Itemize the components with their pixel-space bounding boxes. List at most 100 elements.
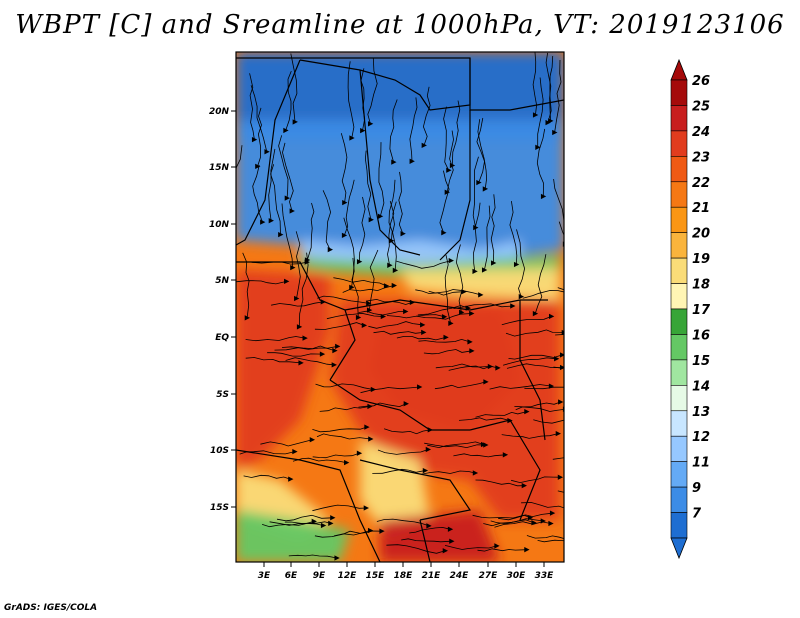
streamline-arrow	[377, 213, 384, 219]
border-line	[469, 58, 564, 111]
streamline	[284, 521, 331, 524]
streamline	[536, 128, 546, 197]
streamline-arrow	[387, 262, 393, 268]
border-line	[236, 59, 301, 246]
streamline-arrow	[442, 548, 449, 554]
lon-label: 6E	[285, 571, 298, 581]
streamline	[554, 59, 562, 133]
streamline	[508, 354, 563, 360]
streamline	[418, 338, 470, 343]
streamline	[236, 145, 243, 172]
streamline	[369, 249, 379, 311]
colorbar-bottom-arrow	[670, 537, 688, 560]
streamline	[358, 402, 407, 408]
colorbar-label: 19	[692, 252, 710, 267]
streamline-arrow	[341, 232, 348, 239]
streamline	[282, 142, 294, 212]
streamline	[439, 170, 450, 233]
streamline	[373, 330, 424, 335]
lon-label: 12E	[338, 571, 358, 581]
streamline	[367, 57, 378, 124]
lon-label: 18E	[394, 571, 414, 581]
streamline	[250, 85, 268, 152]
streamline	[295, 231, 301, 299]
streamline-arrow	[449, 162, 456, 169]
streamline-arrow	[284, 195, 290, 201]
streamline-arrow	[360, 127, 366, 134]
streamline-arrow	[356, 259, 363, 265]
streamline-arrow	[383, 283, 390, 289]
streamline-arrow	[288, 476, 294, 482]
streamline-arrow	[482, 186, 489, 192]
colorbar-segment	[670, 206, 688, 233]
streamline-arrow	[448, 320, 454, 327]
streamline	[506, 363, 563, 369]
streamline	[409, 97, 418, 162]
streamline	[260, 439, 313, 447]
streamline	[509, 201, 518, 265]
streamline	[364, 150, 372, 220]
streamline	[347, 61, 355, 139]
streamline	[444, 545, 497, 550]
streamline-arrow	[472, 470, 479, 476]
streamline	[557, 490, 564, 493]
streamline	[558, 221, 564, 237]
streamline-arrow	[572, 508, 576, 512]
colorbar-segment	[670, 130, 688, 157]
streamline-arrow	[400, 231, 406, 237]
streamline	[278, 135, 289, 199]
streamline	[443, 106, 449, 171]
streamline-arrow	[588, 419, 592, 423]
streamline-arrow	[403, 401, 409, 407]
colorbar-label: 7	[692, 507, 702, 522]
streamline	[386, 314, 445, 319]
streamline-arrow	[425, 446, 432, 453]
streamline-arrow	[448, 257, 454, 264]
streamline	[498, 512, 553, 521]
streamline	[396, 260, 452, 269]
streamline-arrow	[328, 520, 334, 527]
streamline-arrow	[524, 547, 530, 553]
streamline	[477, 119, 488, 189]
border-line	[344, 299, 548, 311]
streamline	[285, 357, 335, 366]
colorbar-segment	[670, 512, 688, 539]
lat-label: 15S	[210, 503, 229, 513]
streamline	[453, 453, 506, 458]
streamline-arrow	[483, 442, 489, 448]
streamline	[351, 257, 359, 318]
streamline-arrow	[613, 362, 617, 366]
streamline	[372, 468, 426, 474]
streamline-arrow	[502, 452, 509, 458]
streamline	[245, 336, 305, 342]
wbpt-field	[228, 52, 617, 562]
colorbar-segment	[670, 308, 688, 335]
streamline-arrow	[548, 383, 555, 389]
border-line	[419, 519, 431, 562]
lon-label: 9E	[313, 571, 326, 581]
colorbar-segment	[670, 105, 688, 132]
streamline-arrow	[244, 315, 250, 321]
streamline-arrow	[563, 276, 564, 282]
streamline	[473, 202, 481, 272]
streamline-arrow	[331, 362, 337, 368]
streamline	[505, 329, 564, 337]
streamline-arrow	[521, 483, 527, 489]
streamline-arrow	[422, 467, 429, 474]
colorbar-segment	[670, 181, 688, 208]
streamline-arrow	[426, 523, 432, 529]
streamline-arrow	[251, 136, 258, 143]
streamline-arrow	[366, 307, 373, 313]
streamline-arrow	[284, 278, 290, 285]
border-line	[236, 261, 356, 381]
streamline	[340, 133, 348, 203]
colorbar-label: 26	[692, 74, 710, 89]
streamline-arrow	[228, 207, 232, 211]
streamline	[319, 406, 370, 412]
streamline-arrow	[559, 352, 564, 358]
streamline	[476, 117, 485, 183]
colorbar-label: 14	[692, 379, 710, 394]
streamline-arrow	[356, 450, 363, 456]
streamline-arrow	[417, 384, 423, 390]
streamline	[446, 130, 454, 193]
